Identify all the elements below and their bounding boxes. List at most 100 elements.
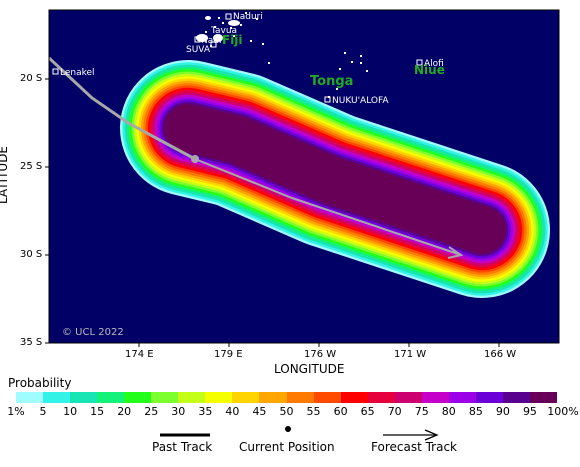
place-label-naduri: Naduri bbox=[233, 12, 263, 22]
forecast-track-key-arrow bbox=[383, 429, 439, 441]
island-dot bbox=[256, 18, 258, 20]
legend-tick-label: 15 bbox=[90, 405, 105, 418]
island-dot bbox=[214, 26, 216, 28]
legend-tick-label: 35 bbox=[198, 405, 213, 418]
legend-tick-label: 50 bbox=[279, 405, 294, 418]
legend-color-cell bbox=[475, 392, 504, 403]
island-shape bbox=[196, 34, 208, 42]
place-marker-nukualofa bbox=[324, 96, 331, 103]
island-dot bbox=[351, 61, 353, 63]
place-label-nukualofa: NUKU'ALOFA bbox=[332, 96, 389, 106]
forecast-track-key-label: Forecast Track bbox=[371, 440, 457, 454]
island-dot bbox=[240, 24, 242, 26]
legend-tick-label: 60 bbox=[333, 405, 348, 418]
island-shape bbox=[228, 20, 240, 26]
legend-color-cell bbox=[448, 392, 477, 403]
place-marker-naduri bbox=[225, 13, 232, 20]
legend-color-cell bbox=[205, 392, 233, 403]
y-tick-label: 25 S bbox=[20, 161, 43, 172]
x-tick-label: 174 E bbox=[125, 349, 154, 360]
legend-title: Probability bbox=[8, 376, 72, 390]
legend-color-cell bbox=[502, 392, 531, 403]
legend-tick-label: 95 bbox=[522, 405, 537, 418]
legend-color-cell bbox=[367, 392, 396, 403]
place-label-suva: SUVA bbox=[186, 45, 211, 55]
current-position-dot bbox=[191, 155, 199, 163]
island-dot bbox=[360, 55, 362, 57]
current-position-key-dot bbox=[285, 426, 291, 432]
x-tick-label: 179 E bbox=[214, 349, 243, 360]
legend-tick-label: 65 bbox=[360, 405, 375, 418]
legend-color-cell bbox=[151, 392, 179, 403]
legend-tick-label: 1% bbox=[7, 405, 25, 418]
island-dot bbox=[233, 35, 235, 37]
place-marker-lenakel bbox=[52, 68, 59, 75]
current-position-key-label: Current Position bbox=[239, 440, 335, 454]
island-dot bbox=[222, 22, 224, 24]
legend-color-cell bbox=[16, 392, 44, 403]
legend-color-cell bbox=[232, 392, 260, 403]
y-axis-label: LATITUDE bbox=[0, 145, 11, 205]
x-tick-label: 176 W bbox=[304, 349, 337, 360]
place-marker-suva bbox=[210, 41, 217, 48]
region-label-niue: Niue bbox=[414, 63, 445, 77]
place-marker-nadi bbox=[194, 36, 201, 43]
island-dot bbox=[339, 68, 341, 70]
legend-tick-label: 100% bbox=[547, 405, 579, 418]
x-tick-label: 171 W bbox=[394, 349, 427, 360]
plot-frame bbox=[48, 9, 560, 344]
forecast-track-line bbox=[194, 158, 462, 256]
past-track-line bbox=[49, 56, 196, 161]
island-dot bbox=[218, 17, 220, 19]
place-label-alofi: Alofi bbox=[424, 59, 444, 69]
region-label-fiji: Fiji bbox=[222, 33, 243, 47]
copyright-text: © UCL 2022 bbox=[62, 327, 124, 338]
legend-tick-label: 75 bbox=[414, 405, 429, 418]
place-marker-alofi bbox=[416, 59, 423, 66]
island-shape bbox=[213, 34, 223, 42]
island-dot bbox=[268, 62, 270, 64]
y-tick-label: 20 S bbox=[20, 73, 43, 84]
y-tick-label: 30 S bbox=[20, 249, 43, 260]
island-dot bbox=[360, 62, 362, 64]
legend-color-cell bbox=[43, 392, 71, 403]
island-dot bbox=[250, 40, 252, 42]
x-axis-label: LONGITUDE bbox=[274, 362, 345, 376]
place-label-tavua: Tavua bbox=[210, 26, 237, 36]
legend-color-cell bbox=[529, 392, 558, 403]
x-tick-label: 166 W bbox=[484, 349, 517, 360]
legend-tick-label: 85 bbox=[468, 405, 483, 418]
island-dot bbox=[366, 70, 368, 72]
place-label-lenakel: Lenakel bbox=[60, 68, 95, 78]
legend-color-cell bbox=[97, 392, 125, 403]
place-label-nadi: Nadi bbox=[201, 36, 221, 46]
legend-tick-label: 25 bbox=[144, 405, 159, 418]
legend-color-cell bbox=[394, 392, 423, 403]
island-shape bbox=[205, 16, 211, 20]
legend-tick-label: 45 bbox=[252, 405, 267, 418]
legend-tick-label: 30 bbox=[171, 405, 186, 418]
legend-color-cell bbox=[313, 392, 342, 403]
region-label-tonga: Tonga bbox=[310, 74, 353, 89]
legend-color-cell bbox=[178, 392, 206, 403]
island-dot bbox=[344, 52, 346, 54]
legend-color-cell bbox=[286, 392, 315, 403]
x-tick-marks bbox=[138, 343, 500, 347]
past-track-key-label: Past Track bbox=[152, 440, 213, 454]
island-dot bbox=[245, 12, 247, 14]
island-dot bbox=[205, 31, 207, 33]
legend-tick-label: 40 bbox=[225, 405, 240, 418]
legend-tick-label: 70 bbox=[387, 405, 402, 418]
forecast-arrow-head bbox=[447, 246, 464, 259]
y-tick-label: 35 S bbox=[20, 337, 43, 348]
y-tick-marks bbox=[45, 78, 49, 344]
legend-tick-label: 10 bbox=[63, 405, 78, 418]
legend-tick-label: 90 bbox=[495, 405, 510, 418]
legend-color-cell bbox=[340, 392, 369, 403]
legend-color-cell bbox=[259, 392, 287, 403]
islands bbox=[196, 12, 368, 98]
island-dot bbox=[262, 43, 264, 45]
probability-bands bbox=[120, 60, 550, 298]
